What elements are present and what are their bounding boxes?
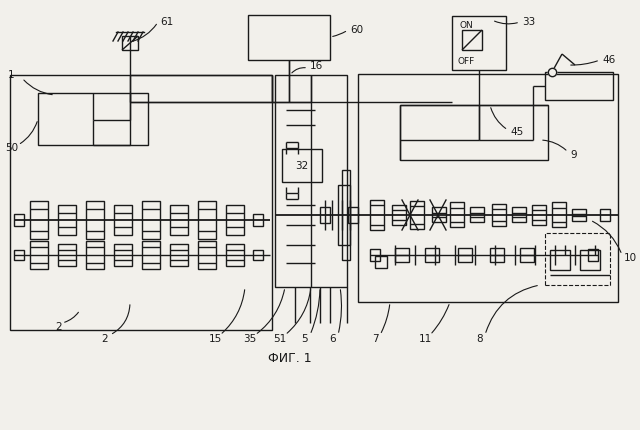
Bar <box>38 93 148 145</box>
Bar <box>198 201 216 239</box>
Bar <box>58 244 76 266</box>
Text: 5: 5 <box>301 334 308 344</box>
Bar <box>226 205 244 235</box>
Text: 50: 50 <box>5 143 18 153</box>
Bar <box>114 244 132 266</box>
Bar <box>580 250 600 270</box>
Text: 60: 60 <box>350 25 363 35</box>
Bar <box>30 201 48 239</box>
Bar <box>395 248 409 262</box>
Bar <box>282 149 322 182</box>
Bar <box>588 249 598 261</box>
Text: 8: 8 <box>477 334 483 344</box>
Bar <box>122 36 138 50</box>
Bar <box>552 202 566 227</box>
Bar <box>400 105 548 160</box>
Text: 45: 45 <box>510 127 524 137</box>
Bar <box>142 241 160 269</box>
Bar <box>170 244 188 266</box>
Bar <box>14 214 24 226</box>
Text: 33: 33 <box>522 17 535 27</box>
Bar <box>375 256 387 268</box>
Bar <box>14 250 24 260</box>
Bar <box>253 250 263 260</box>
Bar <box>450 202 464 227</box>
Text: 51: 51 <box>273 334 287 344</box>
Bar <box>545 233 610 285</box>
Text: 2: 2 <box>102 334 108 344</box>
Bar <box>458 248 472 262</box>
Bar <box>425 248 439 262</box>
Bar <box>432 207 446 222</box>
Bar <box>342 170 350 260</box>
Bar <box>58 205 76 235</box>
Text: 35: 35 <box>243 334 257 344</box>
Bar <box>370 249 380 261</box>
Text: OFF: OFF <box>458 56 476 65</box>
Text: 61: 61 <box>160 17 173 27</box>
Bar <box>462 30 482 50</box>
Text: 9: 9 <box>570 150 577 160</box>
Bar <box>170 205 188 235</box>
Text: 15: 15 <box>209 334 221 344</box>
Bar <box>532 205 546 225</box>
Text: 6: 6 <box>330 334 336 344</box>
Text: 32: 32 <box>296 161 308 171</box>
Text: 2: 2 <box>55 322 61 332</box>
Bar <box>470 207 484 222</box>
Text: 1: 1 <box>8 70 15 80</box>
Bar <box>338 185 350 245</box>
Bar <box>142 201 160 239</box>
Bar <box>253 214 263 226</box>
Bar <box>600 209 610 221</box>
Bar <box>550 250 570 270</box>
Bar <box>348 207 358 223</box>
Bar <box>198 241 216 269</box>
Bar <box>10 75 272 330</box>
Bar <box>320 207 330 223</box>
Text: ON: ON <box>460 22 474 31</box>
Bar <box>275 75 347 287</box>
Text: 7: 7 <box>372 334 378 344</box>
Bar <box>410 201 424 229</box>
Bar <box>490 248 504 262</box>
Bar <box>358 74 618 302</box>
Bar <box>370 200 384 230</box>
Bar <box>86 201 104 239</box>
Bar <box>114 205 132 235</box>
Text: 16: 16 <box>310 61 323 71</box>
Text: 46: 46 <box>602 55 615 65</box>
Text: 11: 11 <box>419 334 431 344</box>
Bar <box>226 244 244 266</box>
Bar <box>30 241 48 269</box>
Bar <box>86 241 104 269</box>
Text: ФИГ. 1: ФИГ. 1 <box>268 351 312 365</box>
Bar <box>545 72 613 100</box>
Bar <box>452 16 506 70</box>
Text: 10: 10 <box>624 253 637 263</box>
Bar <box>492 204 506 226</box>
Bar <box>392 205 406 225</box>
Bar <box>512 207 526 222</box>
Bar <box>248 15 330 60</box>
Bar <box>520 248 534 262</box>
Bar <box>572 209 586 221</box>
